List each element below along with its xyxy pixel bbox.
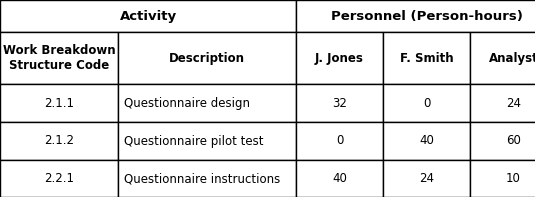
Text: Questionnaire pilot test: Questionnaire pilot test [124,135,264,148]
Bar [470,84,535,122]
Text: 24: 24 [506,97,521,110]
Text: 2.1.2: 2.1.2 [44,135,74,148]
Bar [470,122,535,160]
Text: Description: Description [169,51,245,64]
Text: Analyst: Analyst [488,51,535,64]
Bar [0,32,118,84]
Text: 24: 24 [419,172,434,185]
Text: 10: 10 [506,172,521,185]
Text: 60: 60 [506,135,521,148]
Text: Questionnaire design: Questionnaire design [124,97,250,110]
Bar [296,122,383,160]
Bar [0,0,296,32]
Text: 2.2.1: 2.2.1 [44,172,74,185]
Bar [296,84,383,122]
Text: 0: 0 [423,97,430,110]
Bar [118,84,296,122]
Text: J. Jones: J. Jones [315,51,364,64]
Bar [470,160,535,197]
Bar [296,160,383,197]
Bar [296,32,383,84]
Bar [470,32,535,84]
Bar [296,0,535,32]
Text: 32: 32 [332,97,347,110]
Bar [118,122,296,160]
Bar [0,122,118,160]
Bar [118,32,296,84]
Text: 2.1.1: 2.1.1 [44,97,74,110]
Text: Personnel (Person-hours): Personnel (Person-hours) [331,9,523,22]
Bar [383,122,470,160]
Text: 40: 40 [332,172,347,185]
Text: 0: 0 [336,135,343,148]
Text: F. Smith: F. Smith [400,51,453,64]
Bar [0,84,118,122]
Text: Activity: Activity [119,9,177,22]
Text: Questionnaire instructions: Questionnaire instructions [124,172,280,185]
Text: Work Breakdown
Structure Code: Work Breakdown Structure Code [3,44,116,72]
Bar [118,160,296,197]
Bar [383,32,470,84]
Text: 40: 40 [419,135,434,148]
Bar [383,160,470,197]
Bar [383,84,470,122]
Bar [0,160,118,197]
